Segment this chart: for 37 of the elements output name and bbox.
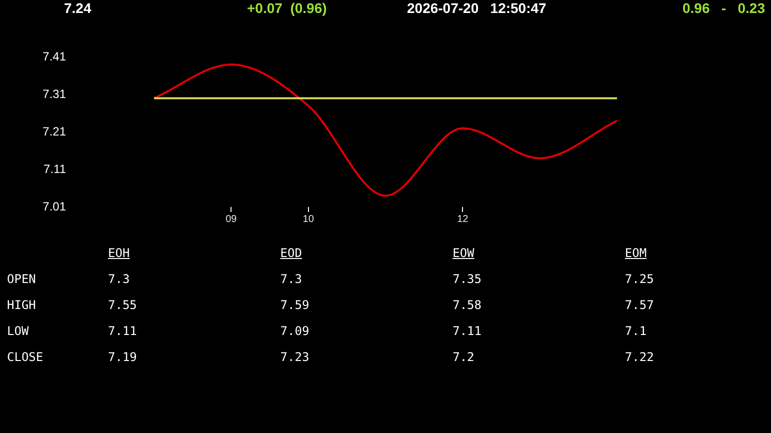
text: 7.24 xyxy=(64,0,92,16)
data-label: 7.3 xyxy=(108,272,130,286)
data-label: 7.09 xyxy=(280,324,310,338)
x-tick-label: 12 xyxy=(457,214,469,225)
data-label: 7.55 xyxy=(108,298,137,312)
x-tick-label: 09 xyxy=(226,214,238,225)
data-label: 7.11 xyxy=(108,324,137,338)
data-label: 7.22 xyxy=(624,350,654,364)
y-tick-label: 7.31 xyxy=(42,86,66,101)
data-label: 7.2 xyxy=(452,350,474,364)
data-label: 7.35 xyxy=(452,272,482,286)
data-label: 7.59 xyxy=(280,298,310,312)
text: 0.96 - 0.23 xyxy=(682,0,766,16)
y-tick-label: 7.11 xyxy=(44,162,66,176)
data-label: 7.57 xyxy=(624,298,654,312)
y-tick-label: 7.41 xyxy=(42,49,66,64)
x-tick-label: 10 xyxy=(302,214,314,225)
data-label: 7.19 xyxy=(108,350,137,364)
line-series xyxy=(154,64,617,197)
text: CLOSE xyxy=(7,350,44,364)
text: +0.07 (0.96) xyxy=(247,0,327,16)
data-label: 7.1 xyxy=(624,324,647,338)
text: OPEN xyxy=(7,272,36,286)
category-label: EOM xyxy=(624,246,647,260)
data-label: 7.25 xyxy=(624,272,654,286)
category-label: EOW xyxy=(452,246,474,260)
data-label: 7.23 xyxy=(280,350,310,364)
category-label: EOD xyxy=(280,246,302,260)
data-label: 7.3 xyxy=(280,272,302,286)
data-label: 7.11 xyxy=(452,324,482,338)
text: 2026-07-20 12:50:47 xyxy=(407,0,547,16)
y-tick-label: 7.01 xyxy=(42,199,66,214)
text: HIGH xyxy=(7,298,36,312)
data-label: 7.58 xyxy=(452,298,482,312)
y-tick-label: 7.21 xyxy=(42,124,66,138)
text: LOW xyxy=(7,324,29,338)
category-label: EOH xyxy=(108,246,130,260)
